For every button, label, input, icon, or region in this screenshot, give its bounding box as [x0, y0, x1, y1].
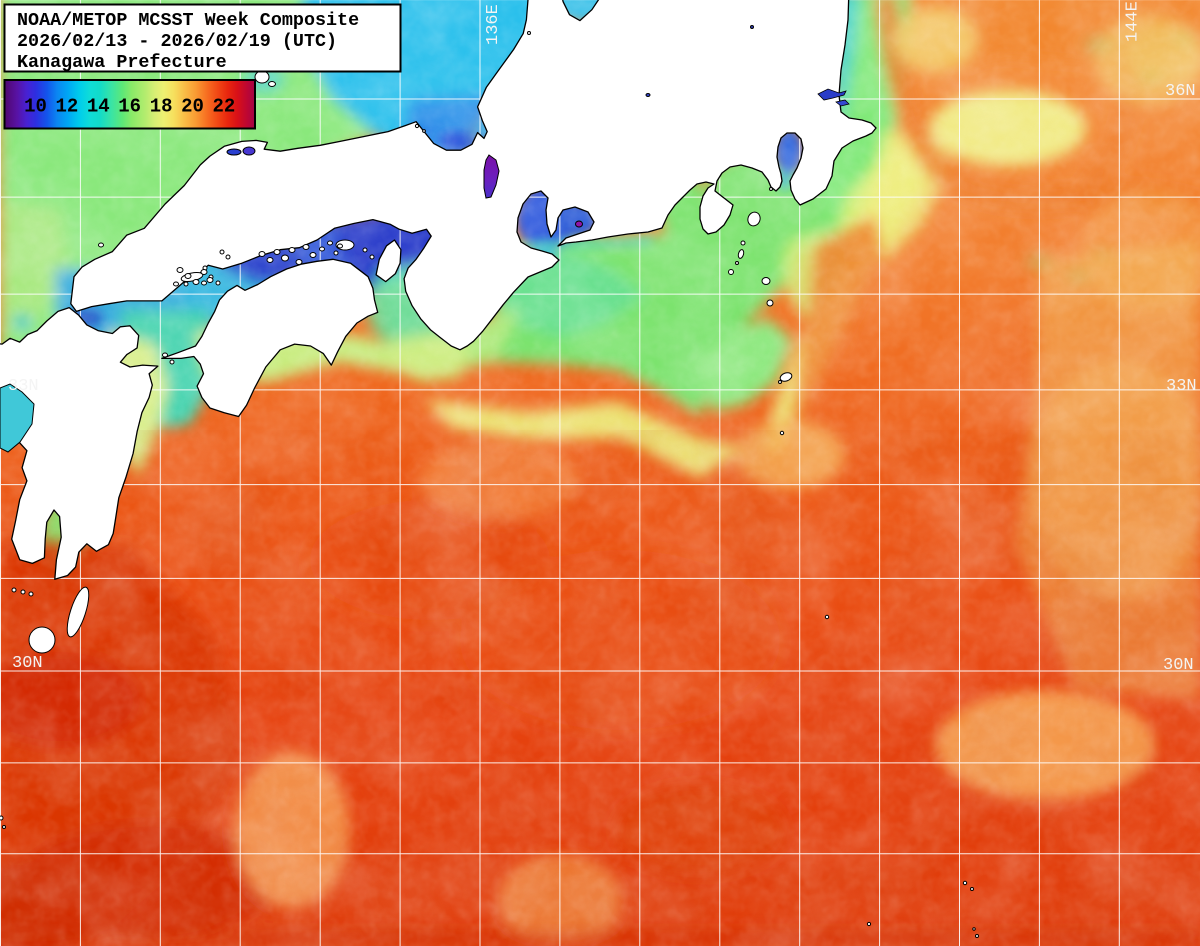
svg-text:36N: 36N	[1165, 82, 1196, 101]
svg-text:14: 14	[87, 96, 110, 118]
svg-text:18: 18	[150, 96, 173, 118]
svg-text:12: 12	[55, 96, 78, 118]
svg-text:33N: 33N	[1166, 377, 1197, 396]
svg-text:20: 20	[181, 96, 204, 118]
svg-text:30N: 30N	[1163, 656, 1194, 675]
svg-text:NOAA/METOP MCSST Week Composit: NOAA/METOP MCSST Week Composite	[17, 10, 359, 31]
svg-text:22: 22	[212, 96, 235, 118]
svg-text:30N: 30N	[12, 654, 43, 673]
svg-text:2026/02/13 - 2026/02/19 (UTC): 2026/02/13 - 2026/02/19 (UTC)	[17, 31, 337, 52]
svg-text:16: 16	[118, 96, 141, 118]
svg-text:33N: 33N	[8, 377, 39, 396]
svg-text:136E: 136E	[484, 4, 503, 45]
svg-text:10: 10	[24, 96, 47, 118]
svg-text:144E: 144E	[1124, 1, 1143, 42]
svg-text:Kanagawa Prefecture: Kanagawa Prefecture	[17, 52, 227, 73]
